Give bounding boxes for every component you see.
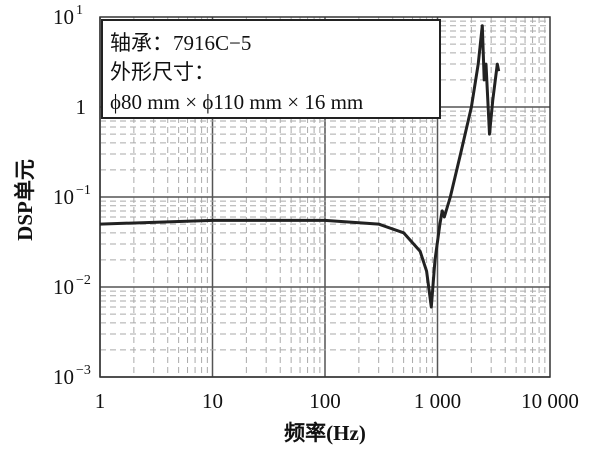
y-tick-label: 10 [53,5,74,29]
x-axis-label: 频率(Hz) [284,421,366,445]
y-tick-exponent: 1 [76,3,83,18]
annotation-line-1: 轴承：7916C−5 [110,31,251,55]
annotation-line-3: ϕ80 mm × ϕ110 mm × 16 mm [110,90,363,114]
annotation-box [101,19,441,119]
y-axis-label: DSP单元 [13,159,37,241]
x-tick-label: 1 [95,389,106,413]
plot-frame [99,16,551,378]
x-tick-label: 100 [309,389,341,413]
y-tick-label: 10 [53,185,74,209]
x-tick-label: 10 000 [521,389,579,413]
y-tick-label: 10 [53,275,74,299]
y-tick-exponent: −2 [76,273,91,288]
annotation-line-2: 外形尺寸： [110,60,215,84]
y-tick-exponent: −3 [76,363,91,378]
y-tick-exponent: −1 [76,183,91,198]
x-tick-label: 1 000 [414,389,461,413]
y-tick-label: 10 [53,365,74,389]
x-tick-label: 10 [202,389,223,413]
series-line [99,24,501,309]
y-tick-label: 1 [76,95,87,119]
